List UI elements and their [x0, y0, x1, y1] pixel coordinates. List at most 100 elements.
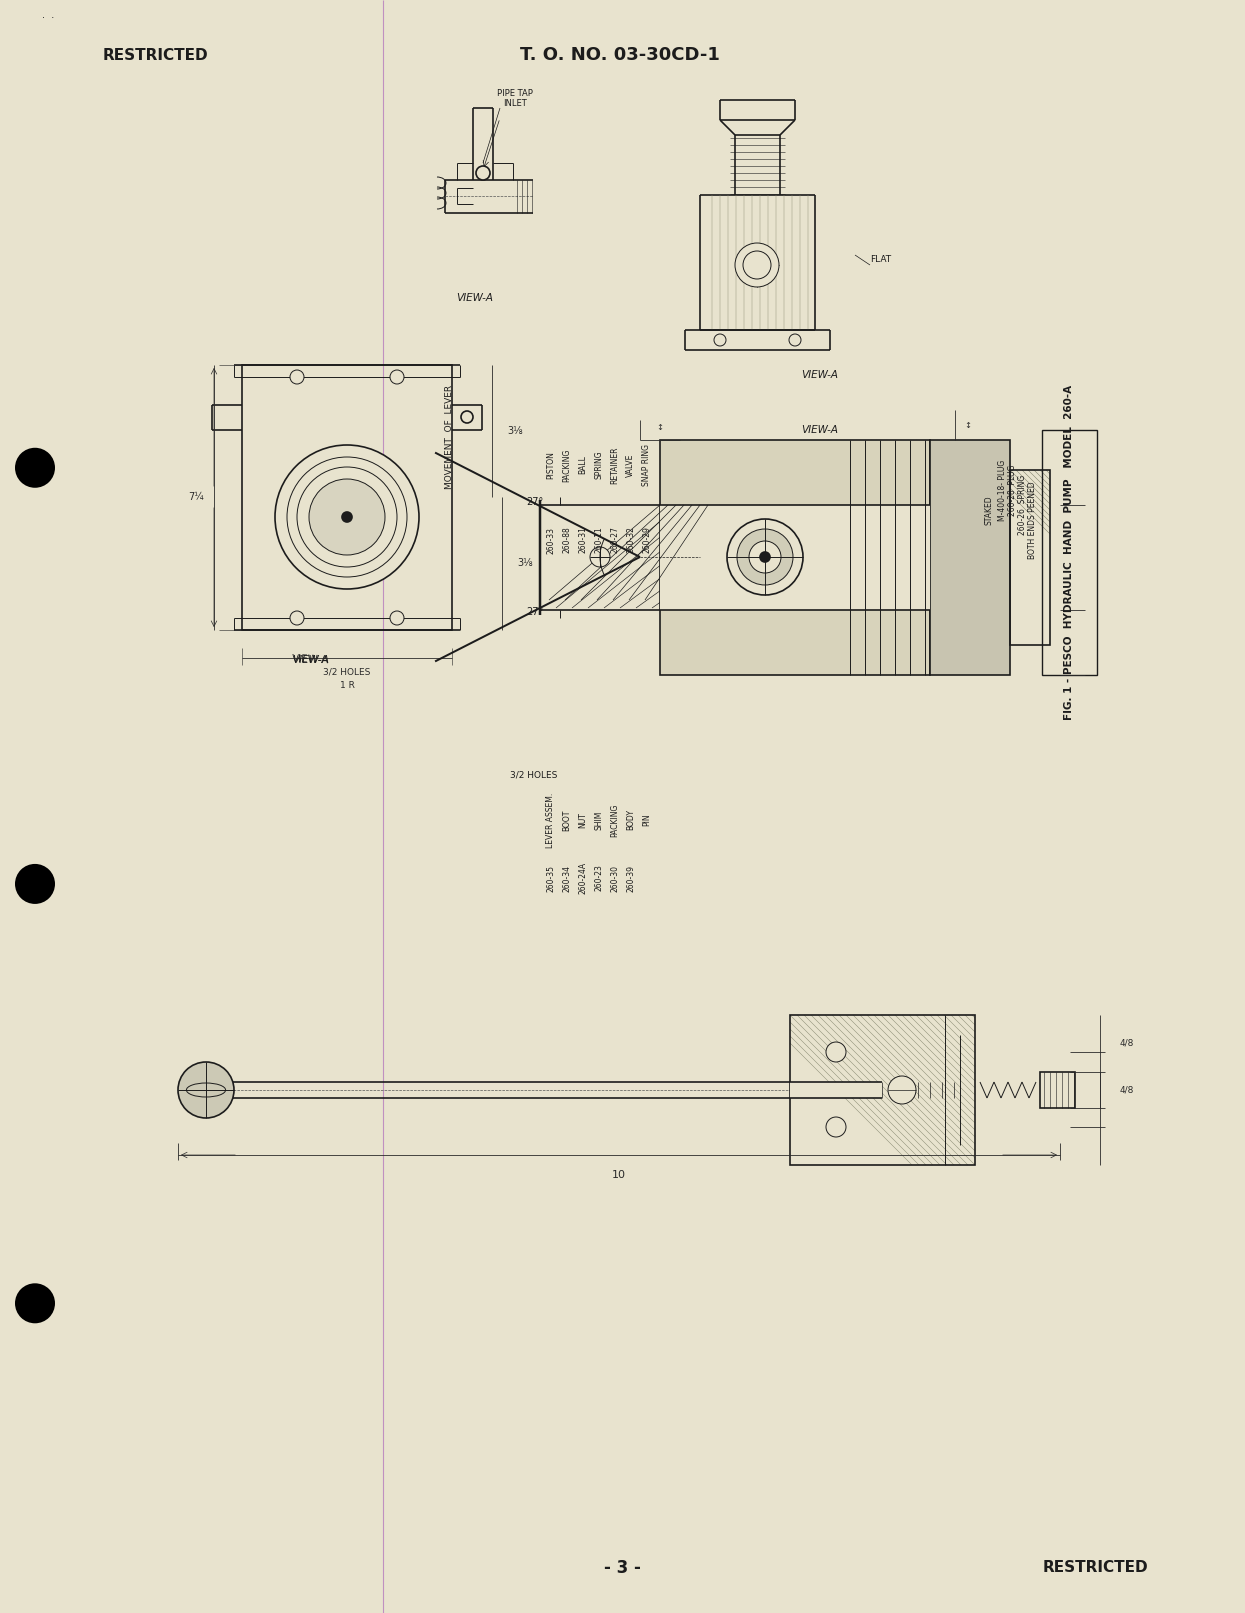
Text: 260-11: 260-11 — [594, 526, 603, 553]
Text: SHIM: SHIM — [594, 810, 603, 829]
Text: RETAINER: RETAINER — [610, 447, 619, 484]
Text: INLET: INLET — [503, 98, 527, 108]
Text: PACKING: PACKING — [610, 803, 619, 837]
Text: 260-28  PLUG: 260-28 PLUG — [1008, 465, 1017, 516]
Bar — [791, 1015, 975, 1165]
Text: 260-23: 260-23 — [594, 865, 603, 892]
Text: 4/8: 4/8 — [1120, 1086, 1134, 1095]
Bar — [1040, 1073, 1074, 1108]
Circle shape — [390, 611, 403, 624]
Bar — [1010, 469, 1050, 645]
Text: PACKING: PACKING — [561, 448, 571, 482]
Text: 260-24A: 260-24A — [578, 861, 586, 894]
Circle shape — [888, 1076, 916, 1103]
Text: 260-39: 260-39 — [626, 865, 635, 892]
Bar — [925, 440, 933, 674]
Circle shape — [15, 448, 55, 487]
Circle shape — [298, 468, 397, 568]
Bar — [930, 440, 1010, 674]
Text: PISTON: PISTON — [547, 452, 555, 479]
Circle shape — [290, 369, 304, 384]
Text: 1 R: 1 R — [340, 681, 355, 689]
Text: 260-31: 260-31 — [578, 526, 586, 553]
Bar — [1010, 469, 1050, 645]
Bar — [242, 365, 452, 631]
Text: 260-26  SPRING: 260-26 SPRING — [1018, 474, 1027, 536]
Circle shape — [461, 411, 473, 423]
Text: SPRING: SPRING — [594, 450, 603, 479]
Text: VALVE: VALVE — [626, 453, 635, 477]
Circle shape — [309, 479, 385, 555]
Bar — [930, 440, 1010, 674]
Text: 260-35: 260-35 — [547, 865, 555, 892]
Text: - 3 -: - 3 - — [604, 1560, 640, 1578]
Bar — [865, 440, 873, 674]
Circle shape — [178, 1061, 234, 1118]
Circle shape — [825, 1042, 847, 1061]
Text: 7¼: 7¼ — [188, 492, 204, 502]
Bar — [850, 440, 858, 674]
Circle shape — [476, 166, 491, 181]
Bar — [791, 1082, 881, 1098]
Bar — [880, 440, 888, 674]
Text: 27°: 27° — [527, 497, 544, 506]
Text: MOVEMENT  OF  LEVER: MOVEMENT OF LEVER — [446, 386, 454, 489]
Circle shape — [590, 547, 610, 568]
Circle shape — [759, 552, 769, 561]
Text: 260-29: 260-29 — [642, 526, 651, 553]
Text: 27°: 27° — [527, 606, 544, 618]
Text: BOTH ENDS PEENED: BOTH ENDS PEENED — [1028, 481, 1037, 558]
Text: FIG. 1 - PESCO  HYDRAULIC  HAND  PUMP   MODEL  260-A: FIG. 1 - PESCO HYDRAULIC HAND PUMP MODEL… — [1064, 384, 1074, 719]
Text: VIEW-A: VIEW-A — [457, 294, 493, 303]
Circle shape — [825, 1116, 847, 1137]
Text: 3⅛: 3⅛ — [507, 426, 523, 436]
Bar — [791, 1015, 975, 1165]
Text: 260-32: 260-32 — [626, 526, 635, 553]
Circle shape — [342, 511, 352, 523]
Circle shape — [727, 519, 803, 595]
Text: RESTRICTED: RESTRICTED — [102, 47, 208, 63]
Circle shape — [737, 529, 793, 586]
Text: VIEW-A: VIEW-A — [293, 655, 330, 666]
Circle shape — [789, 334, 801, 347]
Text: 260-33: 260-33 — [547, 526, 555, 553]
Text: LEVER ASSEM.: LEVER ASSEM. — [547, 792, 555, 847]
Text: ↕: ↕ — [965, 421, 971, 429]
Text: 4/8: 4/8 — [1120, 1039, 1134, 1047]
Text: PIPE TAP: PIPE TAP — [497, 89, 533, 97]
Circle shape — [288, 456, 407, 577]
Text: 260-27: 260-27 — [610, 526, 619, 553]
Text: 3⅛: 3⅛ — [517, 558, 533, 568]
Bar — [895, 440, 903, 674]
Text: PIN: PIN — [642, 813, 651, 826]
Circle shape — [390, 369, 403, 384]
Circle shape — [735, 244, 779, 287]
Text: VIEW-A: VIEW-A — [293, 655, 330, 665]
Circle shape — [743, 252, 771, 279]
Text: RESTRICTED: RESTRICTED — [1042, 1560, 1148, 1576]
Text: STAKED: STAKED — [985, 495, 994, 524]
Text: FLAT: FLAT — [870, 255, 891, 265]
Text: VIEW-A: VIEW-A — [802, 424, 838, 436]
Text: 260-88: 260-88 — [561, 526, 571, 553]
Circle shape — [713, 334, 726, 347]
Text: 260-30: 260-30 — [610, 865, 619, 892]
Text: ↕: ↕ — [656, 424, 664, 432]
Bar — [910, 440, 918, 674]
Bar — [660, 440, 930, 674]
Bar — [660, 440, 930, 674]
Circle shape — [15, 1284, 55, 1323]
Text: ·  ·: · · — [42, 13, 55, 23]
Circle shape — [290, 611, 304, 624]
Text: BALL: BALL — [578, 455, 586, 474]
Circle shape — [15, 865, 55, 903]
Text: T. O. NO. 03-30CD-1: T. O. NO. 03-30CD-1 — [520, 47, 720, 65]
Text: BOOT: BOOT — [561, 810, 571, 831]
Text: SNAP RING: SNAP RING — [642, 444, 651, 486]
Text: 10: 10 — [613, 1169, 626, 1181]
Circle shape — [275, 445, 420, 589]
Bar — [660, 505, 930, 610]
Text: M-400-18- PLUG: M-400-18- PLUG — [998, 460, 1007, 521]
Text: 3/2 HOLES: 3/2 HOLES — [324, 668, 371, 676]
Text: BODY: BODY — [626, 810, 635, 831]
